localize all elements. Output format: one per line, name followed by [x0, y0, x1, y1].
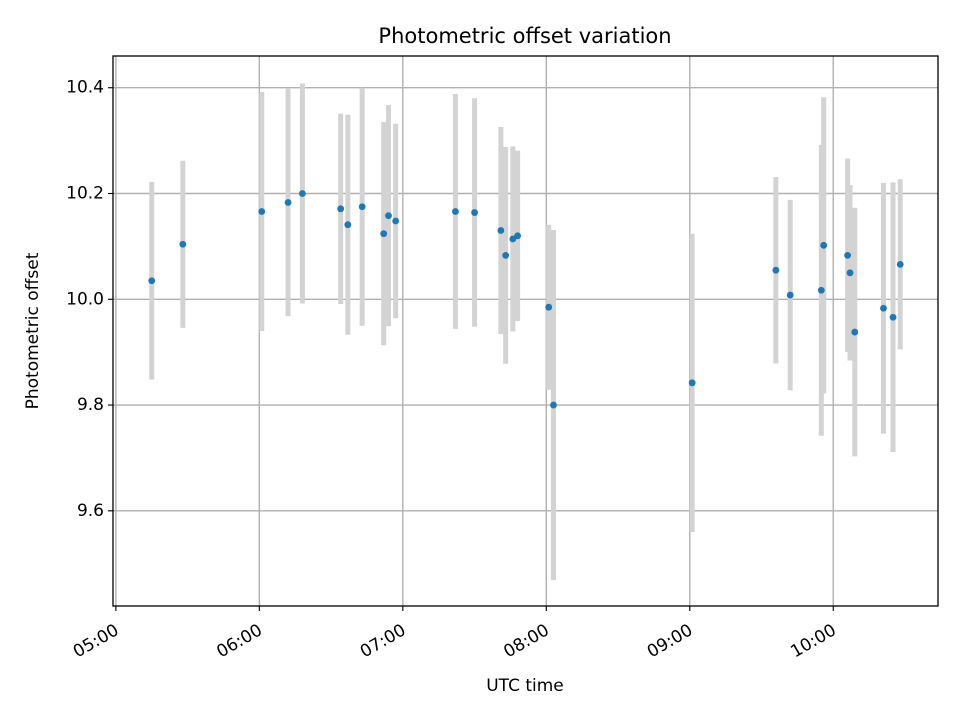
data-point	[820, 241, 828, 249]
data-point	[509, 235, 517, 243]
data-point	[896, 260, 904, 268]
y-tick-label: 9.8	[77, 395, 104, 415]
data-point	[502, 251, 510, 259]
data-point	[851, 328, 859, 336]
data-point	[358, 203, 366, 211]
data-point	[550, 401, 557, 409]
data-point	[385, 212, 392, 220]
data-point	[844, 251, 852, 259]
x-axis-label: UTC time	[486, 676, 564, 696]
chart-title: Photometric offset variation	[378, 24, 671, 48]
data-point	[392, 217, 400, 225]
data-point	[514, 232, 522, 240]
data-point	[846, 269, 854, 277]
data-point	[284, 199, 292, 206]
y-tick-label: 10.0	[66, 289, 104, 309]
data-point	[497, 227, 505, 234]
data-point	[380, 230, 388, 238]
plot-frame	[112, 55, 939, 607]
data-point	[337, 205, 345, 213]
y-tick-label: 10.2	[66, 184, 104, 204]
data-point	[148, 277, 156, 285]
data-point	[817, 286, 825, 294]
y-tick-label: 10.4	[66, 78, 104, 98]
data-point	[298, 190, 306, 197]
data-point	[880, 304, 887, 312]
data-point	[179, 240, 187, 248]
data-point	[786, 291, 794, 299]
y-axis-ticks: 9.6 9.8 10.0 10.2 10.4	[66, 78, 113, 521]
y-axis-label: Photometric offset	[23, 252, 43, 409]
data-point	[471, 209, 478, 216]
data-point	[772, 266, 780, 274]
point-layer	[148, 190, 904, 409]
data-point	[688, 379, 696, 387]
data-point	[545, 303, 553, 311]
data-point	[258, 208, 266, 215]
y-tick-label: 9.6	[77, 501, 104, 521]
data-point	[452, 208, 459, 215]
data-point	[889, 313, 897, 321]
data-point	[344, 221, 352, 229]
